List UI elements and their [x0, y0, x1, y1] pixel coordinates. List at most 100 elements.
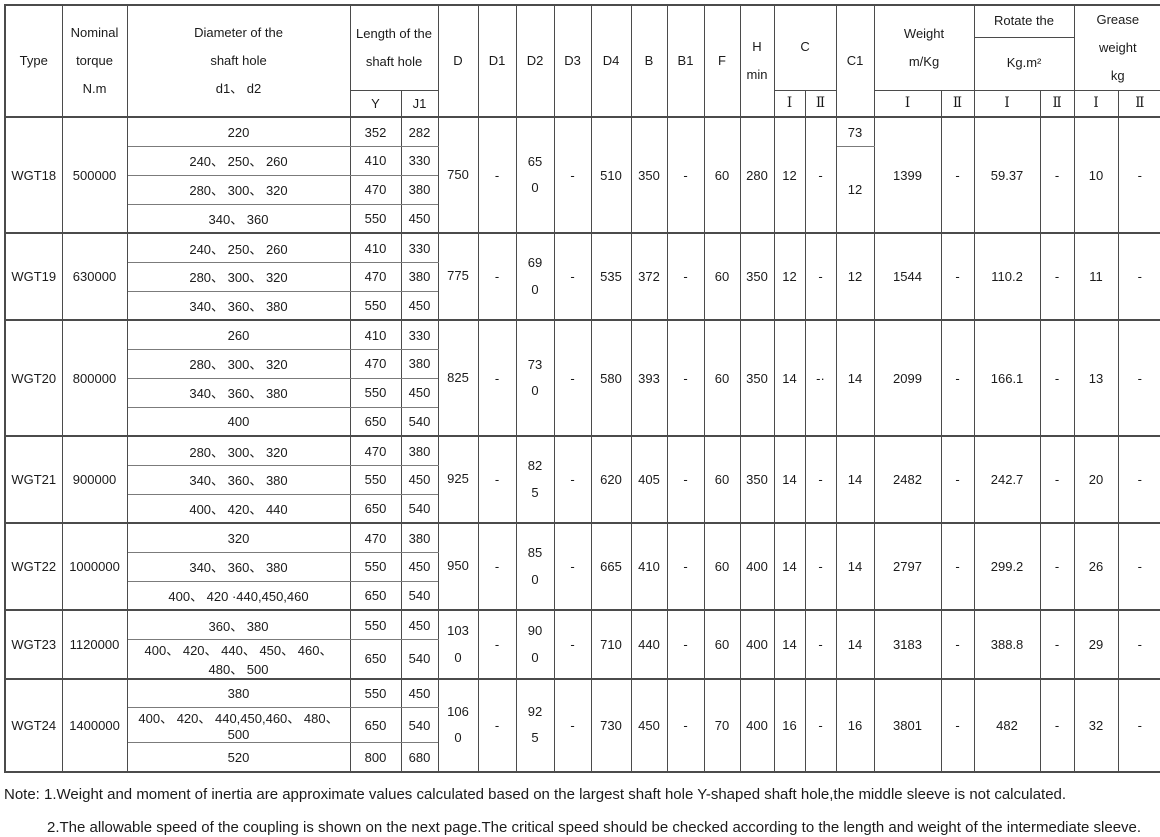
cell-length-j1: 380	[400, 435, 439, 466]
cell-D1: -	[477, 116, 517, 234]
cell-D4: 665	[590, 522, 632, 611]
cell-diameter: 360、 380	[126, 609, 351, 640]
cell-grease-II: -	[1117, 319, 1160, 437]
cell-D2: 92 5	[515, 677, 555, 773]
cell-grease-I: 20	[1073, 435, 1119, 524]
cell-length-y: 410	[349, 232, 402, 263]
cell-D: 950	[437, 522, 479, 611]
cell-C-I: 14	[773, 319, 806, 437]
cell-D1: -	[477, 319, 517, 437]
cell-D1: -	[477, 609, 517, 680]
cell-weight-II: -	[940, 522, 975, 611]
cell-diameter: 400、 420、 440	[126, 493, 351, 524]
note-line-1: Note: 1.Weight and moment of inertia are…	[4, 786, 1160, 805]
col-header-H-min: H min	[739, 4, 775, 118]
cell-length-j1: 540	[400, 580, 439, 611]
table-row: 240、 250、 260 410 330 12	[5, 145, 1160, 234]
cell-D3: -	[553, 319, 592, 437]
table-row: WGT19 630000 240、 250、 260 410 330 775 -…	[4, 232, 1160, 321]
col-header-weight: Weight m/Kg	[873, 4, 975, 91]
cell-length-j1: 450	[400, 290, 439, 321]
cell-B1: -	[666, 232, 705, 321]
col-header-D4: D4	[590, 4, 632, 118]
cell-B: 440	[630, 609, 668, 680]
cell-length-j1: 680	[400, 742, 439, 773]
cell-grease-II: -	[1117, 232, 1160, 321]
cell-diameter: 320	[126, 522, 351, 553]
cell-rotate-II: -	[1039, 435, 1075, 524]
table-row: 400、 420、 440、 450、 460、 480、 500 650 54…	[5, 638, 1160, 680]
cell-C1: 12	[835, 232, 875, 321]
cell-D3: -	[553, 116, 592, 234]
cell-length-y: 550	[349, 677, 402, 709]
cell-torque: 1400000	[61, 677, 128, 773]
cell-C1: 16	[835, 677, 875, 773]
cell-B1: -	[666, 319, 705, 437]
note-label: Note:	[4, 785, 40, 803]
cell-length-j1: 540	[400, 707, 439, 744]
cell-type: WGT24	[4, 677, 63, 773]
note-text-1: 1.Weight and moment of inertia are appro…	[44, 785, 1067, 803]
cell-D3: -	[553, 609, 592, 680]
cell-diameter: 400、 420 ·440,450,460	[126, 580, 351, 611]
cell-weight-I: 3801	[873, 677, 942, 773]
cell-rotate-II: -	[1039, 522, 1075, 611]
cell-length-y: 550	[349, 464, 402, 495]
cell-D1: -	[477, 435, 517, 524]
notes-block: Note: 1.Weight and moment of inertia are…	[4, 786, 1160, 837]
cell-B1: -	[666, 116, 705, 234]
cell-diameter: 340、 360、 380	[126, 377, 351, 408]
cell-B1: -	[666, 435, 705, 524]
cell-B: 393	[630, 319, 668, 437]
cell-D3: -	[553, 677, 592, 773]
cell-C-I: 14	[773, 522, 806, 611]
col-header-shaft-hole-diameter: Diameter of the shaft hole d1、 d2	[126, 4, 351, 118]
table-row: WGT21 900000 280、 300、 320 470 380 925 -…	[4, 435, 1160, 524]
col-header-D: D	[437, 4, 479, 118]
cell-weight-II: -	[940, 116, 975, 234]
col-header-D1: D1	[477, 4, 517, 118]
cell-grease-I: 10	[1073, 116, 1119, 234]
cell-H-min: 280	[739, 116, 775, 234]
cell-C-I: 14	[773, 435, 806, 524]
cell-H-min: 400	[739, 522, 775, 611]
cell-D4: 535	[590, 232, 632, 321]
cell-weight-I: 3183	[873, 609, 942, 680]
cell-C1: 14	[835, 319, 875, 437]
cell-weight-I: 2797	[873, 522, 942, 611]
cell-D3: -	[553, 232, 592, 321]
col-header-D2: D2	[515, 4, 555, 118]
cell-rotate-I: 242.7	[973, 435, 1041, 524]
cell-weight-I: 1544	[873, 232, 942, 321]
cell-rotate-II: -	[1039, 609, 1075, 680]
cell-type: WGT18	[4, 116, 63, 234]
cell-torque: 500000	[61, 116, 128, 234]
col-header-C1: C1	[835, 4, 875, 118]
cell-F: 60	[703, 232, 741, 321]
table-row: WGT23 1120000 360、 380 550 450 103 0 - 9…	[4, 609, 1160, 680]
cell-C-II: -	[804, 435, 837, 524]
cell-torque: 1120000	[61, 609, 128, 680]
cell-C1: 14	[835, 522, 875, 611]
cell-length-y: 650	[349, 638, 402, 680]
col-header-rotate: Rotate the	[973, 4, 1075, 38]
cell-length-j1: 450	[400, 677, 439, 709]
cell-rotate-II: -	[1039, 319, 1075, 437]
col-header-rotate-II: Ⅱ	[1039, 89, 1075, 118]
table-row: 400 650 540	[5, 406, 1160, 437]
cell-length-j1: 450	[400, 551, 439, 582]
cell-length-j1: 540	[400, 638, 439, 680]
cell-rotate-II: -	[1039, 677, 1075, 773]
cell-length-y: 650	[349, 493, 402, 524]
col-header-grease-weight: Grease weight kg	[1073, 4, 1160, 91]
cell-C-I: 14	[773, 609, 806, 680]
table-row: 400、 420、 440 650 540	[5, 493, 1160, 524]
cell-weight-II: -	[940, 435, 975, 524]
cell-length-y: 470	[349, 348, 402, 379]
cell-weight-I: 2099	[873, 319, 942, 437]
cell-H-min: 350	[739, 435, 775, 524]
cell-torque: 800000	[61, 319, 128, 437]
cell-type: WGT23	[4, 609, 63, 680]
cell-length-y: 352	[349, 116, 402, 147]
cell-D: 925	[437, 435, 479, 524]
